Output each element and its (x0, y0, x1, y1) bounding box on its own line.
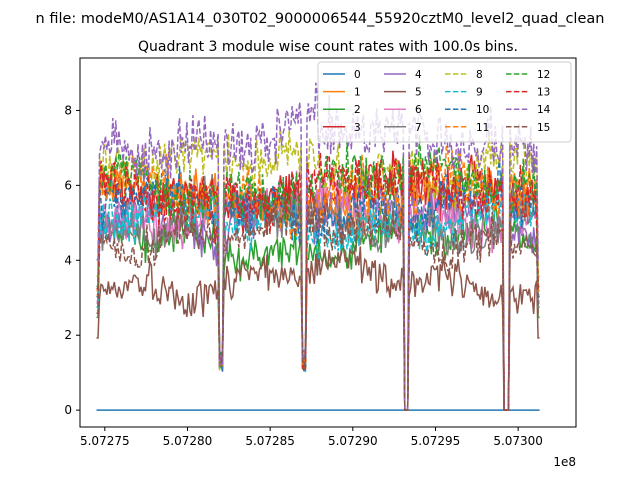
x-tick-label: 5.07295 (411, 434, 461, 448)
legend-label-6: 6 (415, 104, 422, 116)
legend-label-3: 3 (354, 122, 361, 134)
series-line-13 (96, 152, 540, 411)
x-tick-label: 5.07275 (80, 434, 130, 448)
x-offset-label: 1e8 (553, 455, 576, 469)
series-line-12 (96, 135, 540, 411)
series-line-9 (96, 183, 540, 411)
series-line-15 (96, 193, 540, 411)
legend-label-4: 4 (415, 69, 422, 81)
y-axis: 0 2 4 6 8 (64, 103, 80, 417)
series-line-14 (96, 82, 540, 411)
y-tick-label: 2 (64, 328, 72, 342)
series-layer (96, 82, 540, 411)
y-tick-label: 8 (64, 103, 72, 117)
legend-label-0: 0 (354, 69, 361, 81)
legend-label-2: 2 (354, 104, 361, 116)
x-axis: 5.07275 5.07280 5.07285 5.07290 5.07295 5.073… (80, 427, 543, 448)
legend-label-5: 5 (415, 87, 422, 99)
legend-label-1: 1 (354, 87, 361, 99)
y-tick-label: 6 (64, 178, 72, 192)
series-line-7 (96, 174, 540, 411)
x-tick-label: 5.07285 (245, 434, 295, 448)
legend-box (317, 61, 572, 143)
legend-label-8: 8 (476, 69, 483, 81)
legend-label-15: 15 (537, 122, 550, 134)
legend-label-9: 9 (476, 87, 483, 99)
legend-label-11: 11 (476, 122, 489, 134)
legend-label-10: 10 (476, 104, 489, 116)
x-tick-label: 5.07300 (493, 434, 543, 448)
plot-area-frame (79, 57, 577, 428)
legend-label-12: 12 (537, 69, 550, 81)
y-tick-label: 4 (64, 253, 72, 267)
legend-label-14: 14 (537, 104, 551, 116)
series-line-5 (96, 236, 540, 411)
legend-label-7: 7 (415, 122, 422, 134)
x-tick-label: 5.07290 (328, 434, 378, 448)
x-tick-label: 5.07280 (163, 434, 213, 448)
figure-suptitle: n file: modeM0/AS1A14_030T02_9000006544_… (36, 11, 605, 27)
legend-label-13: 13 (537, 87, 550, 99)
chart-title: Quadrant 3 module wise count rates with … (138, 39, 518, 55)
y-tick-label: 0 (64, 403, 72, 417)
